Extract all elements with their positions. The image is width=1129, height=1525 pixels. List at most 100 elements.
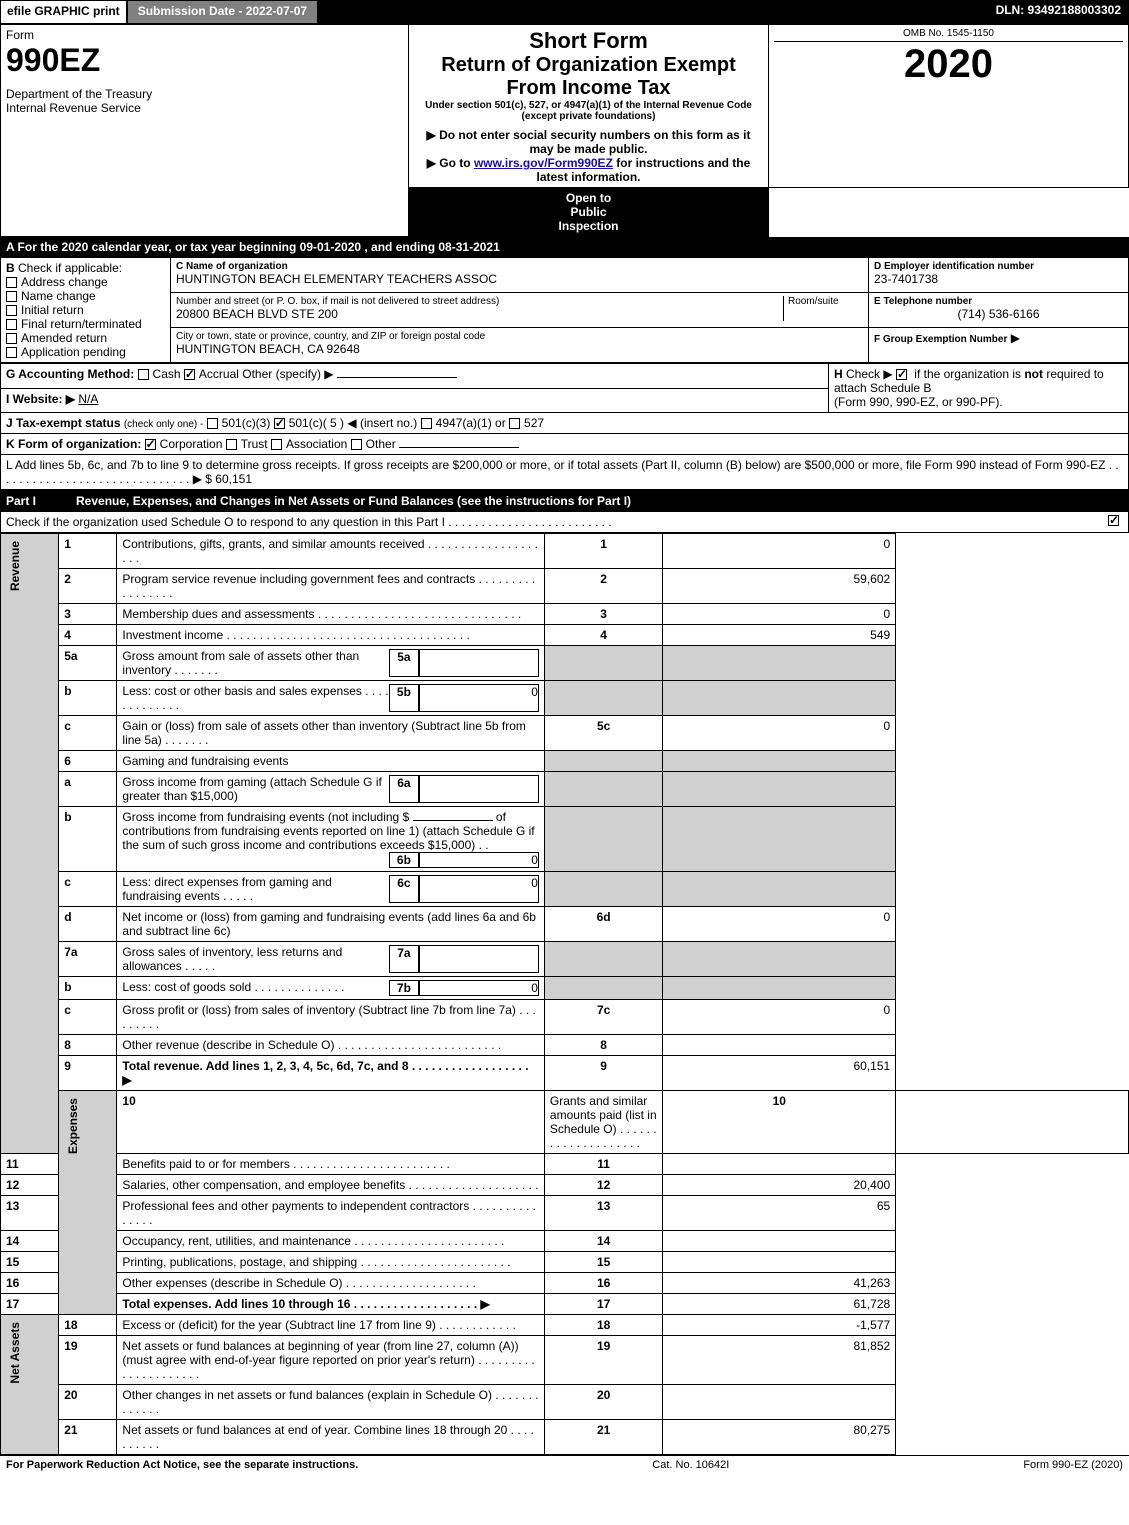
dept-line1: Department of the Treasury xyxy=(6,87,403,101)
ln12-n: 12 xyxy=(1,1175,59,1196)
ln6d-amt: 0 xyxy=(663,907,896,942)
ln2-d: Program service revenue including govern… xyxy=(117,569,545,604)
cb-527[interactable] xyxy=(509,418,520,429)
ln6a-n: a xyxy=(59,772,117,807)
footer-center: Cat. No. 10642I xyxy=(652,1459,729,1471)
lbl-pending: Application pending xyxy=(21,345,126,359)
cb-4947[interactable] xyxy=(421,418,432,429)
ln7a-numshade xyxy=(544,942,662,977)
cb-final-return[interactable] xyxy=(6,319,17,330)
d-label: D Employer identification number xyxy=(874,261,1123,272)
lbl-initial-return: Initial return xyxy=(21,303,84,317)
ln10-num: 10 xyxy=(663,1091,896,1154)
c-street-label: Number and street (or P. O. box, if mail… xyxy=(176,296,783,307)
ein: 23-7401738 xyxy=(874,272,1123,286)
ln13-d: Professional fees and other payments to … xyxy=(117,1196,545,1231)
l-text: L Add lines 5b, 6c, and 7b to line 9 to … xyxy=(6,458,1119,486)
cb-corp[interactable] xyxy=(145,439,156,450)
ln13-amt: 65 xyxy=(663,1196,896,1231)
ln20-n: 20 xyxy=(59,1385,117,1420)
dept-line2: Internal Revenue Service xyxy=(6,101,403,115)
ln5a-n: 5a xyxy=(59,646,117,681)
cb-501c3[interactable] xyxy=(207,418,218,429)
org-name: HUNTINGTON BEACH ELEMENTARY TEACHERS ASS… xyxy=(176,272,863,286)
c-name-label: C Name of organization xyxy=(176,261,863,272)
ln18-n: 18 xyxy=(59,1315,117,1336)
cb-part1-scho[interactable] xyxy=(1108,515,1119,526)
cb-address-change[interactable] xyxy=(6,277,17,288)
ln11-n: 11 xyxy=(1,1154,59,1175)
efile-label: efile GRAPHIC print xyxy=(0,0,127,24)
ln6c-subamt: 0 xyxy=(419,875,539,903)
ln6d-n: d xyxy=(59,907,117,942)
ln1-d: Contributions, gifts, grants, and simila… xyxy=(117,534,545,569)
ln7a-n: 7a xyxy=(59,942,117,977)
ln7b-sub: 7b xyxy=(389,980,419,996)
cb-assoc[interactable] xyxy=(271,439,282,450)
j-small: (check only one) - xyxy=(124,419,203,430)
l-amount: $ 60,151 xyxy=(205,472,252,486)
lbl-address-change: Address change xyxy=(21,275,108,289)
ln12-d: Salaries, other compensation, and employ… xyxy=(117,1175,545,1196)
ln15-d: Printing, publications, postage, and shi… xyxy=(117,1252,545,1273)
cb-501c[interactable] xyxy=(274,418,285,429)
ln9-num: 9 xyxy=(544,1056,662,1091)
ln3-num: 3 xyxy=(544,604,662,625)
footer-left: For Paperwork Reduction Act Notice, see … xyxy=(6,1459,358,1471)
box-b-label: B xyxy=(6,261,15,275)
cb-h[interactable] xyxy=(896,369,907,380)
ln9-n: 9 xyxy=(59,1056,117,1091)
ln21-num: 21 xyxy=(544,1420,662,1455)
ln2-num: 2 xyxy=(544,569,662,604)
ln1-num: 1 xyxy=(544,534,662,569)
ln5b-n: b xyxy=(59,681,117,716)
ln6b-amtshade xyxy=(663,807,896,872)
footer-right: Form 990-EZ (2020) xyxy=(1023,1459,1123,1471)
ln4-amt: 549 xyxy=(663,625,896,646)
open-to: Open to xyxy=(414,191,763,205)
room-suite-label: Room/suite xyxy=(783,296,863,321)
part1-title: Revenue, Expenses, and Changes in Net As… xyxy=(71,491,1129,512)
note-goto: ▶ Go to www.irs.gov/Form990EZ for instru… xyxy=(414,156,763,184)
ln7c-amt: 0 xyxy=(663,1000,896,1035)
ln17-num: 17 xyxy=(544,1294,662,1315)
ln20-amt xyxy=(663,1385,896,1420)
cb-trust[interactable] xyxy=(226,439,237,450)
ln19-amt: 81,852 xyxy=(663,1336,896,1385)
k-label: K Form of organization: xyxy=(6,437,141,451)
ln5b-amtshade xyxy=(663,681,896,716)
ln4-num: 4 xyxy=(544,625,662,646)
ln6c-n: c xyxy=(59,872,117,907)
ln6c-d: Less: direct expenses from gaming and fu… xyxy=(122,875,389,903)
ln5a-d: Gross amount from sale of assets other t… xyxy=(122,649,389,677)
ln12-num: 12 xyxy=(544,1175,662,1196)
lbl-4947: 4947(a)(1) or xyxy=(436,416,506,430)
ln19-num: 19 xyxy=(544,1336,662,1385)
lbl-501c: 501(c)( 5 ) ◀ (insert no.) xyxy=(289,416,418,430)
dln-label: DLN: 93492188003302 xyxy=(988,0,1129,24)
ln14-n: 14 xyxy=(1,1231,59,1252)
cb-cash[interactable] xyxy=(138,369,149,380)
f-arrow: ▶ xyxy=(1011,331,1020,345)
g-label: G Accounting Method: xyxy=(6,367,134,381)
cb-accrual[interactable] xyxy=(184,369,195,380)
ln5b-d: Less: cost or other basis and sales expe… xyxy=(122,684,389,712)
subtitle: Under section 501(c), 527, or 4947(a)(1)… xyxy=(414,100,763,122)
part1-label: Part I xyxy=(1,491,71,512)
cb-other-org[interactable] xyxy=(351,439,362,450)
check-if: Check if applicable: xyxy=(18,261,122,275)
line-a: A For the 2020 calendar year, or tax yea… xyxy=(0,237,1129,257)
ln10-amt xyxy=(896,1091,1129,1154)
ln6a-subamt xyxy=(419,775,539,803)
ln5c-d: Gain or (loss) from sale of assets other… xyxy=(117,716,545,751)
cb-amended[interactable] xyxy=(6,333,17,344)
cb-pending[interactable] xyxy=(6,347,17,358)
goto-link[interactable]: www.irs.gov/Form990EZ xyxy=(474,156,613,170)
org-city: HUNTINGTON BEACH, CA 92648 xyxy=(176,342,863,356)
cb-initial-return[interactable] xyxy=(6,305,17,316)
ln2-n: 2 xyxy=(59,569,117,604)
ln15-amt xyxy=(663,1252,896,1273)
ln6b-subamt: 0 xyxy=(419,852,539,868)
cb-name-change[interactable] xyxy=(6,291,17,302)
ln6d-d: Net income or (loss) from gaming and fun… xyxy=(117,907,545,942)
